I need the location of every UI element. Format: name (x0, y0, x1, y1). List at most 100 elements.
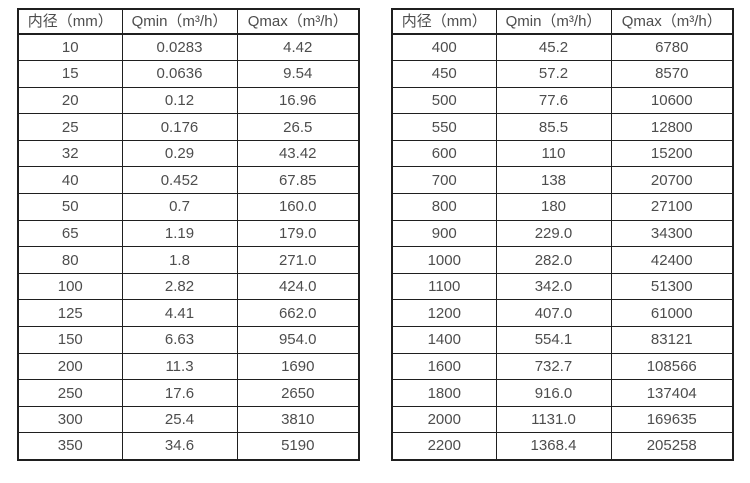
column-header: Qmin（m³/h） (495, 8, 612, 35)
table-cell: 0.0283 (121, 33, 238, 62)
table-cell: 424.0 (236, 272, 360, 301)
column-header: 内径（mm） (17, 8, 123, 35)
table-cell: 1400 (391, 326, 497, 354)
table-cell: 0.29 (121, 139, 238, 168)
table-row: 1000 282.0 42400 (391, 246, 734, 274)
table-cell: 20 (17, 86, 123, 115)
table-cell: 4.41 (121, 299, 238, 328)
table-body: 400 45.2 6780 450 57.2 8570 500 77.6 10600 550 85.… (391, 33, 734, 460)
table-cell: 61000 (610, 299, 734, 328)
table-row: 150 6.63 954.0 (17, 326, 360, 354)
flow-rate-table-large-diameters: 内径（mm） Qmin（m³/h） Qmax（m³/h） 400 45.2 6780 45… (391, 8, 734, 461)
table-cell: 160.0 (236, 193, 360, 221)
table-cell: 1600 (391, 352, 497, 381)
table-cell: 179.0 (236, 219, 360, 248)
table-row: 1600 732.7 108566 (391, 352, 734, 381)
table-cell: 1368.4 (495, 432, 612, 460)
table-cell: 282.0 (495, 246, 612, 274)
table-row: 40 0.452 67.85 (17, 166, 360, 195)
column-header: 内径（mm） (391, 8, 497, 35)
table-cell: 1200 (391, 299, 497, 328)
table-cell: 138 (495, 166, 612, 195)
table-cell: 2.82 (121, 272, 238, 301)
table-cell: 2000 (391, 405, 497, 434)
table-cell: 77.6 (495, 86, 612, 115)
table-row: 25 0.176 26.5 (17, 113, 360, 141)
table-cell: 550 (391, 113, 497, 141)
table-header: 内径（mm） Qmin（m³/h） Qmax（m³/h） (17, 8, 360, 35)
table-cell: 16.96 (236, 86, 360, 115)
table-cell: 15200 (610, 139, 734, 168)
table-row: 10 0.0283 4.42 (17, 33, 360, 62)
table-cell: 0.12 (121, 86, 238, 115)
table-row: 900 229.0 34300 (391, 219, 734, 248)
table-cell: 6.63 (121, 326, 238, 354)
table-row: 500 77.6 10600 (391, 86, 734, 115)
column-header: Qmax（m³/h） (236, 8, 360, 35)
table-cell: 350 (17, 432, 123, 460)
table-row: 550 85.5 12800 (391, 113, 734, 141)
table-row: 125 4.41 662.0 (17, 299, 360, 328)
table-cell: 916.0 (495, 379, 612, 407)
table-cell: 1000 (391, 246, 497, 274)
table-row: 400 45.2 6780 (391, 33, 734, 62)
table-cell: 200 (17, 352, 123, 381)
table-row: 80 1.8 271.0 (17, 246, 360, 274)
table-cell: 2200 (391, 432, 497, 460)
table-row: 200 11.3 1690 (17, 352, 360, 381)
table-cell: 137404 (610, 379, 734, 407)
table-cell: 271.0 (236, 246, 360, 274)
table-row: 15 0.0636 9.54 (17, 60, 360, 88)
table-body: 10 0.0283 4.42 15 0.0636 9.54 20 0.12 16.96 25 0.1… (17, 33, 360, 460)
table-cell: 83121 (610, 326, 734, 354)
table-row: 1400 554.1 83121 (391, 326, 734, 354)
table-cell: 1800 (391, 379, 497, 407)
table-cell: 12800 (610, 113, 734, 141)
table-cell: 180 (495, 193, 612, 221)
table-cell: 0.176 (121, 113, 238, 141)
table-cell: 450 (391, 60, 497, 88)
table-cell: 32 (17, 139, 123, 168)
table-cell: 700 (391, 166, 497, 195)
table-cell: 229.0 (495, 219, 612, 248)
table-cell: 500 (391, 86, 497, 115)
table-cell: 9.54 (236, 60, 360, 88)
table-cell: 27100 (610, 193, 734, 221)
table-row: 65 1.19 179.0 (17, 219, 360, 248)
table-cell: 34300 (610, 219, 734, 248)
table-cell: 67.85 (236, 166, 360, 195)
table-row: 20 0.12 16.96 (17, 86, 360, 115)
table-row: 600 110 15200 (391, 139, 734, 168)
flow-rate-table-small-diameters: 内径（mm） Qmin（m³/h） Qmax（m³/h） 10 0.0283 4.42 1… (17, 8, 360, 461)
table-cell: 800 (391, 193, 497, 221)
table-row: 1100 342.0 51300 (391, 272, 734, 301)
table-cell: 26.5 (236, 113, 360, 141)
table-cell: 34.6 (121, 432, 238, 460)
table-cell: 600 (391, 139, 497, 168)
column-header: Qmin（m³/h） (121, 8, 238, 35)
table-cell: 80 (17, 246, 123, 274)
table-cell: 11.3 (121, 352, 238, 381)
table-cell: 732.7 (495, 352, 612, 381)
flow-rate-tables-container: 内径（mm） Qmin（m³/h） Qmax（m³/h） 10 0.0283 4.42 1… (17, 8, 734, 461)
column-header: Qmax（m³/h） (610, 8, 734, 35)
table-row: 300 25.4 3810 (17, 405, 360, 434)
table-cell: 1.19 (121, 219, 238, 248)
table-cell: 3810 (236, 405, 360, 434)
table-cell: 50 (17, 193, 123, 221)
table-cell: 400 (391, 33, 497, 62)
table-cell: 0.0636 (121, 60, 238, 88)
table-cell: 40 (17, 166, 123, 195)
table-cell: 1131.0 (495, 405, 612, 434)
table-cell: 100 (17, 272, 123, 301)
table-header-row: 内径（mm） Qmin（m³/h） Qmax（m³/h） (391, 8, 734, 35)
table-cell: 10 (17, 33, 123, 62)
table-row: 32 0.29 43.42 (17, 139, 360, 168)
table-row: 1200 407.0 61000 (391, 299, 734, 328)
table-cell: 205258 (610, 432, 734, 460)
table-cell: 169635 (610, 405, 734, 434)
table-cell: 150 (17, 326, 123, 354)
table-row: 100 2.82 424.0 (17, 272, 360, 301)
table-cell: 407.0 (495, 299, 612, 328)
table-cell: 125 (17, 299, 123, 328)
